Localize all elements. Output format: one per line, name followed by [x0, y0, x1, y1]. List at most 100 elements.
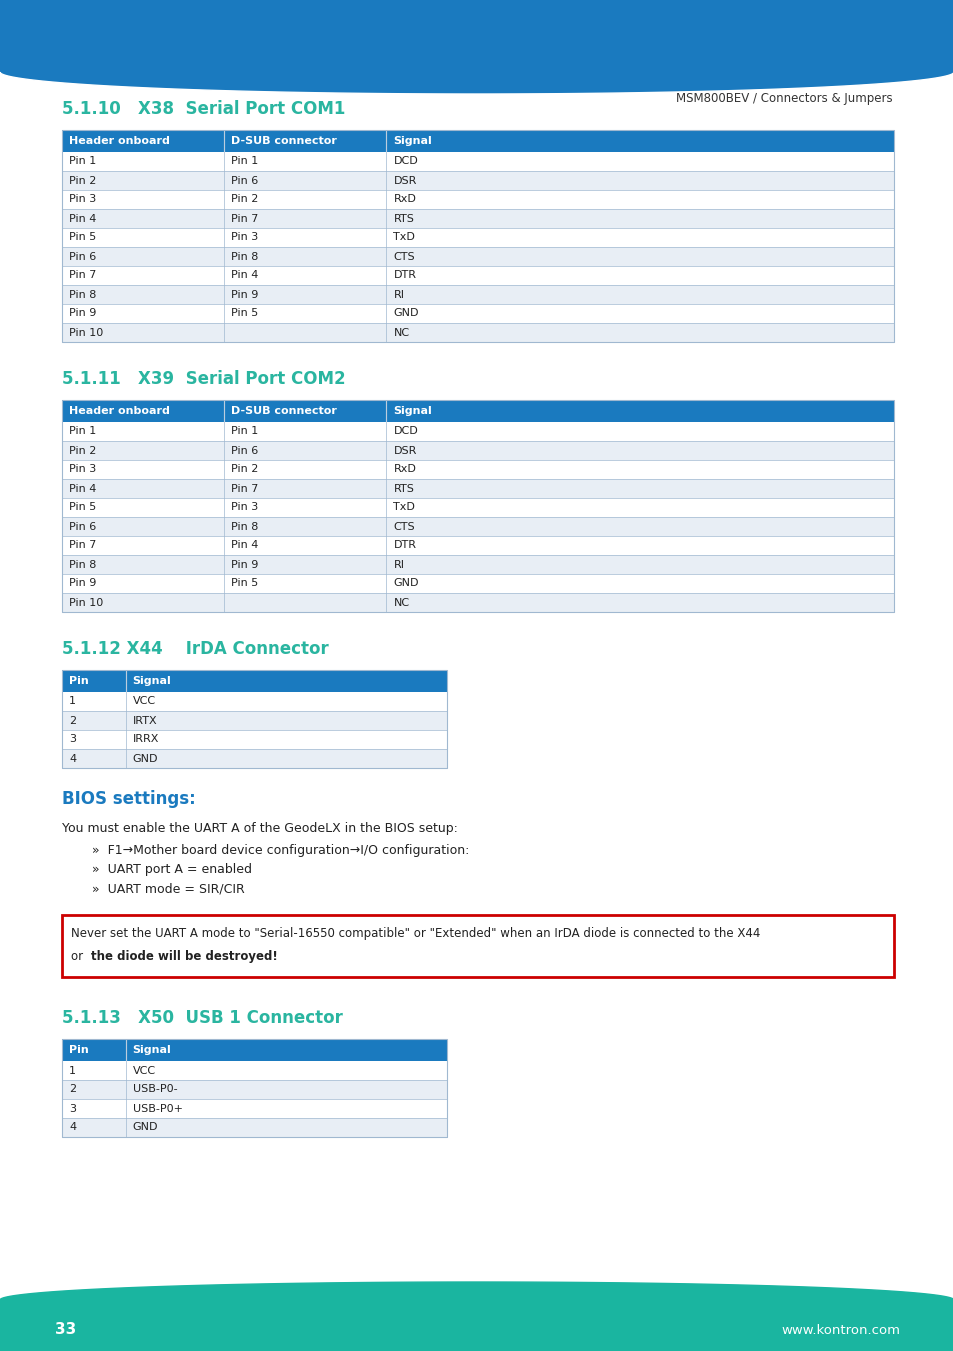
Text: RxD: RxD — [393, 465, 416, 474]
Text: RI: RI — [393, 289, 404, 300]
Bar — [62, 670, 447, 767]
Bar — [386, 400, 893, 422]
Text: CTS: CTS — [393, 251, 415, 262]
Bar — [0, 1300, 953, 1351]
Bar — [224, 247, 386, 266]
Text: GND: GND — [132, 1123, 158, 1132]
Bar — [386, 517, 893, 536]
Text: Pin 9: Pin 9 — [231, 289, 258, 300]
Text: 4: 4 — [69, 1123, 76, 1132]
Bar — [62, 480, 224, 499]
Bar — [126, 1098, 447, 1119]
Text: Pin 7: Pin 7 — [69, 540, 96, 550]
Text: Pin 3: Pin 3 — [231, 503, 258, 512]
Bar — [224, 440, 386, 459]
Bar — [224, 593, 386, 612]
Bar — [386, 130, 893, 153]
Bar — [386, 266, 893, 285]
Text: Pin 10: Pin 10 — [69, 597, 103, 608]
Text: D-SUB connector: D-SUB connector — [231, 136, 336, 146]
Text: RTS: RTS — [393, 213, 414, 223]
Bar — [62, 1039, 447, 1138]
Bar — [126, 1119, 447, 1138]
Text: Pin 2: Pin 2 — [69, 176, 96, 185]
Bar — [62, 555, 224, 574]
Text: Pin 3: Pin 3 — [231, 232, 258, 242]
Text: Pin 2: Pin 2 — [69, 446, 96, 455]
Bar — [386, 536, 893, 555]
Polygon shape — [0, 0, 953, 95]
Bar — [224, 304, 386, 323]
Bar — [62, 209, 224, 228]
Bar — [224, 285, 386, 304]
Text: Signal: Signal — [393, 407, 432, 416]
Bar — [386, 172, 893, 190]
Text: NC: NC — [393, 597, 409, 608]
Bar — [386, 209, 893, 228]
Text: Pin 9: Pin 9 — [69, 308, 96, 319]
Bar — [224, 574, 386, 593]
Bar — [126, 692, 447, 711]
Bar — [386, 440, 893, 459]
Bar — [224, 266, 386, 285]
Text: »  UART mode = SIR/CIR: » UART mode = SIR/CIR — [91, 882, 245, 894]
Text: 5.1.13   X50  USB 1 Connector: 5.1.13 X50 USB 1 Connector — [62, 1009, 342, 1027]
Text: NC: NC — [393, 327, 409, 338]
Bar — [62, 266, 224, 285]
Text: Never set the UART A mode to "Serial-16550 compatible" or "Extended" when an IrD: Never set the UART A mode to "Serial-165… — [71, 927, 760, 940]
Bar — [62, 1119, 126, 1138]
Bar — [224, 190, 386, 209]
Text: GND: GND — [393, 308, 418, 319]
Bar — [62, 915, 893, 977]
Bar — [386, 593, 893, 612]
Bar — [386, 555, 893, 574]
Text: Pin 7: Pin 7 — [231, 213, 258, 223]
Bar — [62, 130, 224, 153]
Text: Pin 1: Pin 1 — [69, 157, 96, 166]
Text: Pin: Pin — [69, 676, 89, 686]
Text: DTR: DTR — [393, 270, 416, 281]
Bar — [224, 499, 386, 517]
Bar — [224, 536, 386, 555]
Text: Pin 1: Pin 1 — [231, 427, 258, 436]
Text: 5.1.12 X44    IrDA Connector: 5.1.12 X44 IrDA Connector — [62, 640, 329, 658]
Text: www.kontron.com: www.kontron.com — [781, 1324, 899, 1336]
Text: Pin 3: Pin 3 — [69, 195, 96, 204]
Text: MSM800BEV / Connectors & Jumpers: MSM800BEV / Connectors & Jumpers — [676, 92, 892, 105]
Bar — [126, 711, 447, 730]
Text: Pin 7: Pin 7 — [231, 484, 258, 493]
Bar — [62, 1079, 126, 1098]
Bar — [224, 323, 386, 342]
Text: RI: RI — [393, 559, 404, 570]
Text: 1: 1 — [69, 1066, 76, 1075]
Text: or: or — [71, 950, 87, 963]
Text: Pin 6: Pin 6 — [231, 446, 258, 455]
Bar — [224, 459, 386, 480]
Bar — [62, 1061, 126, 1079]
Bar — [62, 459, 224, 480]
Text: Pin 2: Pin 2 — [231, 465, 258, 474]
Text: You must enable the UART A of the GeodeLX in the BIOS setup:: You must enable the UART A of the GeodeL… — [62, 821, 457, 835]
Text: Pin: Pin — [69, 1046, 89, 1055]
Bar — [62, 1098, 126, 1119]
Text: GND: GND — [393, 578, 418, 589]
Text: TxD: TxD — [393, 503, 415, 512]
Text: USB-P0+: USB-P0+ — [132, 1104, 182, 1113]
Bar — [386, 228, 893, 247]
Text: Pin 5: Pin 5 — [231, 578, 258, 589]
Text: Pin 4: Pin 4 — [231, 270, 258, 281]
Bar — [224, 517, 386, 536]
Text: Pin 1: Pin 1 — [231, 157, 258, 166]
Text: IRTX: IRTX — [132, 716, 157, 725]
Text: CTS: CTS — [393, 521, 415, 531]
Bar — [224, 153, 386, 172]
Text: Pin 2: Pin 2 — [231, 195, 258, 204]
Text: Pin 8: Pin 8 — [69, 559, 96, 570]
Text: Pin 6: Pin 6 — [231, 176, 258, 185]
Text: 2: 2 — [69, 1085, 76, 1094]
Text: TxD: TxD — [393, 232, 415, 242]
Bar — [224, 400, 386, 422]
Bar — [62, 400, 893, 612]
Text: Pin 4: Pin 4 — [69, 213, 96, 223]
Bar — [62, 730, 126, 748]
